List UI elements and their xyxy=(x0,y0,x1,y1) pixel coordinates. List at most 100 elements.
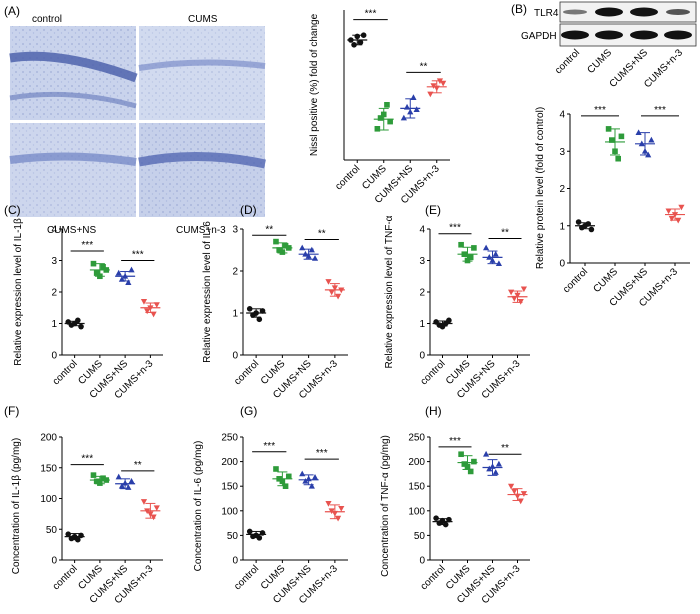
y-tick-label: 150 xyxy=(40,463,57,474)
blot-lane-labels: control CUMS CUMS+NS CUMS+n-3 xyxy=(553,47,685,90)
e-point-cums xyxy=(458,241,464,248)
blot-label-gapdh: GAPDH xyxy=(521,31,557,42)
a-point-cums-ns xyxy=(400,114,407,121)
a-point-cums xyxy=(387,118,393,125)
y-tick-label: 200 xyxy=(221,457,238,468)
f-point-cums xyxy=(100,475,106,482)
y-tick-label: 0 xyxy=(232,556,238,567)
chart-d: 0 1 2 3 Relative expression level of IL-6 con… xyxy=(202,221,348,401)
g-point-cums-ns xyxy=(308,482,315,489)
h-point-cums-ns xyxy=(486,465,493,472)
b-point-cums-ns xyxy=(648,136,655,143)
d-point-cums xyxy=(273,238,279,245)
chart-g: 0 50 100 150 200 250 Concentration of IL-6 (pg… xyxy=(193,433,348,606)
panel-a-micrographs: (A) control CUMS CUMS+NS CUMS+n-3 xyxy=(4,4,266,236)
e-point-cums-ns xyxy=(483,244,490,251)
b-point-cums xyxy=(618,133,625,140)
y-tick-label: 2 xyxy=(559,184,565,195)
f-point-cums xyxy=(90,472,97,478)
chart-e: 0 1 2 3 4 Relative expression level of TNF-α c… xyxy=(384,215,530,401)
gapdh-band-cums-ns xyxy=(630,30,658,40)
d-point-control xyxy=(256,316,263,323)
f-point-cums-ns xyxy=(128,477,135,484)
chart-a: Nissl positive (%) fold of change control… xyxy=(309,9,450,206)
h-point-cums-n-3 xyxy=(517,498,524,505)
d-point-cums xyxy=(282,243,289,249)
y-tick-label: 150 xyxy=(221,482,238,493)
d-point-control xyxy=(259,308,266,314)
significance-label: *** xyxy=(263,441,275,452)
g-point-cums-ns xyxy=(311,474,319,480)
y-tick-label: 3 xyxy=(419,256,425,267)
c-point-cums xyxy=(100,264,106,270)
y-tick-label: 50 xyxy=(414,531,426,542)
e-point-cums xyxy=(467,254,474,261)
tlr4-band-cums-n3 xyxy=(666,9,690,15)
significance-label: *** xyxy=(594,105,606,116)
micrograph-label-cums-n3: CUMS+n-3 xyxy=(176,225,226,236)
blot-lane-control: control xyxy=(553,47,582,76)
h-point-cums-ns xyxy=(483,450,490,457)
y-tick-label: 200 xyxy=(40,433,57,444)
c-point-cums-n-3 xyxy=(150,311,157,318)
x-tick-label: control xyxy=(419,563,448,592)
y-tick-label: 150 xyxy=(408,482,425,493)
y-tick-label: 0 xyxy=(419,556,425,567)
chart-b: 0 1 2 3 4 Relative protein level (fold of con… xyxy=(535,105,690,309)
f-point-cums-n-3 xyxy=(140,499,148,505)
micrograph-cums-n3 xyxy=(138,123,266,217)
chart-f: 0 50 100 150 200 Concentration of IL-1β (pg/m… xyxy=(11,433,163,606)
blot-lane-cums: CUMS xyxy=(586,47,615,76)
y-axis-label: Concentration of TNF-α (pg/mg) xyxy=(380,435,391,577)
y-tick-label: 100 xyxy=(221,506,238,517)
a-point-cums xyxy=(384,102,390,108)
x-tick-label: CUMS xyxy=(592,266,621,295)
f-point-control xyxy=(65,531,72,537)
y-tick-label: 4 xyxy=(559,110,565,121)
y-tick-label: 1 xyxy=(51,319,57,330)
panel-f-letter: (F) xyxy=(4,404,19,418)
y-tick-label: 1 xyxy=(559,221,565,232)
panel-b-letter: (B) xyxy=(511,2,527,16)
x-tick-label: control xyxy=(51,563,80,592)
significance-label: ** xyxy=(501,443,509,454)
micrograph-cums xyxy=(138,26,266,120)
g-point-cums-n-3 xyxy=(338,505,345,512)
y-tick-label: 50 xyxy=(227,531,239,542)
c-point-cums-n-3 xyxy=(144,308,151,315)
y-axis-label: Concentration of IL-6 (pg/mg) xyxy=(193,441,204,572)
h-point-cums-n-3 xyxy=(511,488,518,495)
gapdh-band-cums xyxy=(595,30,623,40)
h-point-cums-ns xyxy=(492,469,499,475)
x-tick-label: control xyxy=(232,563,261,592)
y-tick-label: 2 xyxy=(232,267,238,278)
significance-label: ** xyxy=(318,229,326,240)
g-point-cums-ns xyxy=(302,477,309,484)
b-point-control xyxy=(588,226,595,233)
c-point-cums-ns xyxy=(115,269,122,276)
significance-label: ** xyxy=(501,227,509,238)
y-tick-label: 2 xyxy=(51,288,57,299)
a-point-cums-n-3 xyxy=(430,83,437,89)
significance-label: ** xyxy=(265,224,273,235)
y-axis-label: Relative protein level (fold of control) xyxy=(535,107,546,269)
significance-label: *** xyxy=(449,223,461,234)
h-point-cums xyxy=(471,458,477,465)
tlr4-band-cums xyxy=(595,7,623,17)
a-point-cums xyxy=(374,126,381,132)
d-point-cums xyxy=(276,247,282,253)
y-tick-label: 0 xyxy=(559,259,565,270)
f-point-cums-n-3 xyxy=(150,514,157,521)
y-tick-label: 0 xyxy=(51,351,57,362)
a-point-cums xyxy=(377,115,384,121)
x-tick-label: control xyxy=(232,358,261,387)
g-point-cums xyxy=(285,473,292,480)
b-point-control xyxy=(575,219,582,225)
a-point-control xyxy=(360,32,367,38)
g-point-control xyxy=(246,528,253,535)
gapdh-band-cums-n3 xyxy=(664,30,692,40)
a-point-cums-ns xyxy=(413,106,420,112)
d-point-cums-n-3 xyxy=(328,289,335,296)
significance-label: *** xyxy=(365,9,377,20)
y-axis-label: Relative expression level of IL-1β xyxy=(13,218,24,366)
